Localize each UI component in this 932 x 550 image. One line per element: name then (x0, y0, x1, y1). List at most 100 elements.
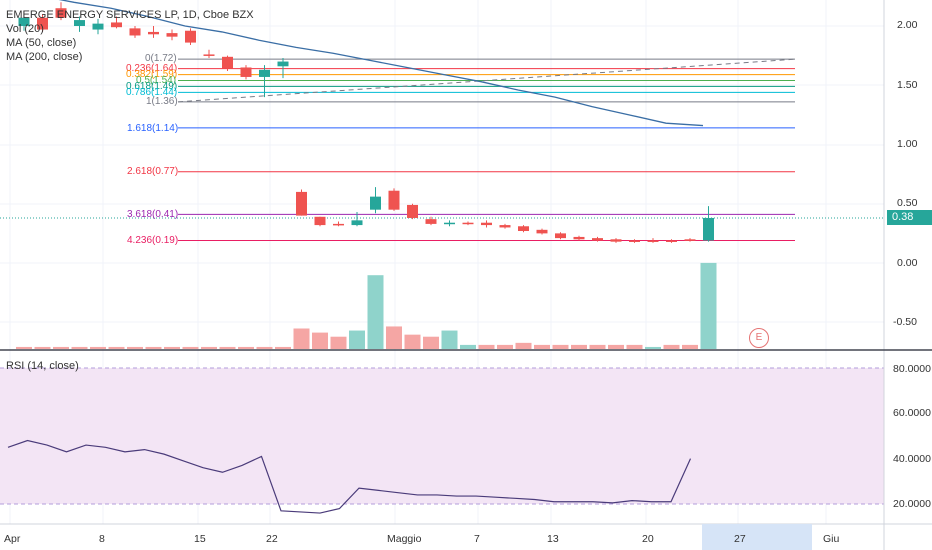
volume-bar (238, 346, 254, 349)
rsi-tick: 60.0000 (893, 407, 931, 419)
fib-retracement[interactable] (0, 58, 884, 241)
candle-body (74, 20, 85, 26)
fib-label: 0.786(1.44) (126, 87, 178, 98)
volume-bar (219, 346, 236, 349)
price-tick: 1.50 (897, 79, 918, 91)
last-price-badge: 0.38 (887, 210, 932, 225)
volume-bar (275, 346, 291, 349)
volume-bar (478, 344, 495, 349)
candle-body (37, 17, 48, 30)
candle-body (592, 238, 603, 241)
candle-body (499, 225, 511, 228)
candle-body (647, 240, 659, 242)
volume-legend[interactable]: Vol (20) (6, 23, 44, 35)
volume-bar (608, 344, 624, 349)
candle-body (240, 67, 252, 77)
fib-label: 3.618(0.41) (127, 209, 179, 220)
time-highlight (702, 524, 812, 550)
candle-body (314, 216, 326, 226)
time-label: 8 (99, 533, 105, 545)
volume-bar (682, 344, 698, 349)
candle-body (92, 23, 104, 30)
volume-bar (700, 262, 717, 349)
price-tick: 0.00 (897, 257, 918, 269)
volume-bar (71, 346, 88, 349)
volume-bar (145, 346, 162, 349)
volume-bar (201, 346, 217, 349)
time-label: 20 (642, 533, 654, 545)
candle-body (629, 240, 640, 242)
volume-bar (164, 346, 180, 349)
fib-label: 0(1.72) (145, 53, 177, 64)
volume-bar (256, 346, 273, 349)
earnings-event-badge[interactable]: E (749, 328, 769, 348)
volume-bars (16, 262, 717, 349)
candle-body (444, 222, 455, 225)
price-tick: 0.50 (897, 197, 918, 209)
volume-bar (34, 346, 51, 349)
fib-trend-line (177, 58, 796, 103)
volume-bar (349, 330, 365, 349)
volume-bar (460, 344, 476, 349)
volume-bar (16, 346, 32, 349)
candle-body (388, 190, 400, 210)
fib-label: 4.236(0.19) (127, 235, 179, 246)
candle-body (370, 196, 381, 210)
candle-body (111, 22, 122, 28)
ma-200-line (58, 0, 704, 127)
time-label-highlighted: 27 (734, 533, 746, 545)
volume-bar (293, 328, 310, 349)
rsi-band-fill (0, 368, 884, 504)
candle-body (703, 217, 714, 241)
rsi-line (7, 439, 692, 514)
candle-body (277, 61, 289, 67)
fib-label: 1(1.36) (146, 96, 178, 107)
volume-bar (404, 334, 421, 349)
candle-body (333, 223, 344, 226)
fib-label: 2.618(0.77) (127, 166, 179, 177)
volume-bar (182, 346, 199, 349)
volume-bar (367, 275, 384, 349)
price-tick: -0.50 (893, 316, 917, 328)
time-label: Maggio (387, 533, 422, 545)
candle-body (185, 30, 196, 43)
fib-label: 0.5(1.54) (136, 75, 177, 86)
rsi-band (0, 367, 884, 505)
price-tick: 2.00 (897, 19, 918, 31)
candle-body (425, 219, 437, 224)
candle-body (166, 33, 178, 37)
volume-bar (534, 344, 550, 349)
candlesticks (18, 2, 714, 243)
ma-polyline (58, 0, 704, 127)
price-tick: 1.00 (897, 138, 918, 150)
candle-body (536, 229, 548, 234)
time-label: 7 (474, 533, 480, 545)
fib-label: 0.618(1.49) (126, 81, 178, 92)
volume-bar (515, 342, 532, 349)
fib-label: 0.236(1.64) (126, 63, 178, 74)
fib-label: 1.618(1.14) (127, 123, 179, 134)
rsi-legend[interactable]: RSI (14, close) (6, 360, 79, 372)
candle-body (259, 69, 270, 77)
ma200-legend[interactable]: MA (200, close) (6, 51, 83, 63)
volume-bar (663, 344, 680, 349)
ma50-legend[interactable]: MA (50, close) (6, 37, 77, 49)
candle-body (203, 54, 215, 56)
rsi-polyline (7, 439, 692, 514)
volume-bar (589, 344, 606, 349)
fib-label: 0.382(1.59) (126, 69, 178, 80)
volume-bar (90, 346, 106, 349)
candle-body (222, 56, 233, 69)
time-label: Giu (823, 533, 840, 545)
candle-body (666, 240, 677, 242)
volume-bar (626, 344, 643, 349)
volume-bar (571, 344, 587, 349)
volume-bar (386, 326, 402, 349)
volume-bar (53, 346, 69, 349)
volume-bar (645, 346, 661, 349)
candle-body (684, 239, 696, 241)
time-label: 15 (194, 533, 206, 545)
time-label: Apr (4, 533, 21, 545)
candle-body (573, 236, 585, 240)
